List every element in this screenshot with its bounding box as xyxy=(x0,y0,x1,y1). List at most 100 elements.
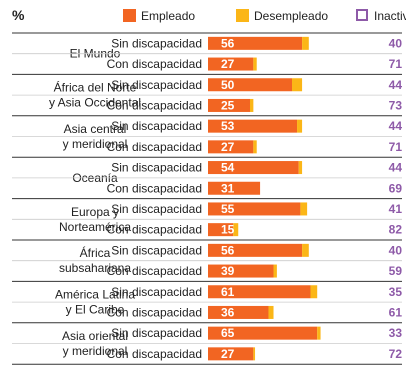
bar-unemployed xyxy=(302,36,309,50)
bar-unemployed xyxy=(302,243,309,257)
condition-label: Con discapacidad xyxy=(107,305,202,319)
inactive-value: 73 xyxy=(389,98,403,112)
inactive-value: 44 xyxy=(389,78,403,92)
employed-value: 36 xyxy=(221,305,235,319)
condition-label: Con discapacidad xyxy=(107,98,202,112)
region-label: y meridional xyxy=(63,137,128,151)
region-label: Asia oriental xyxy=(62,329,128,343)
condition-label: Sin discapacidad xyxy=(111,78,202,92)
condition-label: Con discapacidad xyxy=(107,181,202,195)
legend-label-employed: Empleado xyxy=(141,9,195,23)
condition-label: Con discapacidad xyxy=(107,223,202,237)
employed-value: 55 xyxy=(221,202,235,216)
employed-value: 56 xyxy=(221,36,235,50)
employed-value: 56 xyxy=(221,243,235,257)
employed-value: 27 xyxy=(221,347,235,361)
employed-value: 25 xyxy=(221,98,235,112)
condition-label: Sin discapacidad xyxy=(111,119,202,133)
employed-value: 39 xyxy=(221,264,235,278)
bar-employed xyxy=(208,140,254,154)
region-label: Asia central xyxy=(64,122,127,136)
inactive-value: 35 xyxy=(389,285,403,299)
condition-label: Sin discapacidad xyxy=(111,202,202,216)
bar-employed xyxy=(208,57,254,71)
inactive-value: 71 xyxy=(389,140,403,154)
region-label: América Latina xyxy=(55,288,135,302)
condition-label: Con discapacidad xyxy=(107,264,202,278)
condition-label: Sin discapacidad xyxy=(111,243,202,257)
condition-label: Con discapacidad xyxy=(107,57,202,71)
bar-employed xyxy=(208,223,234,237)
legend-label-inactive: Inactivo xyxy=(374,9,406,23)
bar-employed xyxy=(208,36,303,50)
bar-employed xyxy=(208,243,303,257)
employed-value: 31 xyxy=(221,181,235,195)
condition-label: Con discapacidad xyxy=(107,140,202,154)
employed-value: 65 xyxy=(221,326,235,340)
bar-unemployed xyxy=(298,161,303,175)
inactive-value: 40 xyxy=(389,243,403,257)
employed-value: 15 xyxy=(221,223,235,237)
inactive-value: 41 xyxy=(389,202,403,216)
bar-unemployed xyxy=(273,264,277,278)
bar-employed xyxy=(208,119,298,133)
inactive-value: 71 xyxy=(389,57,403,71)
bar-unemployed xyxy=(268,305,274,319)
legend-swatch-inactive xyxy=(356,9,368,21)
employed-value: 54 xyxy=(221,161,235,175)
region-label: y El Caribe xyxy=(66,303,125,317)
region-label: y Asia Occidental xyxy=(49,96,141,110)
percent-unit-label: % xyxy=(12,7,25,23)
employed-value: 27 xyxy=(221,57,235,71)
region-label: África del Norte xyxy=(54,80,137,95)
inactive-value: 82 xyxy=(389,223,403,237)
inactive-value: 40 xyxy=(389,36,403,50)
bar-unemployed xyxy=(233,223,239,237)
employed-value: 53 xyxy=(221,119,235,133)
bar-unemployed xyxy=(310,285,318,299)
region-label: y meridional xyxy=(63,344,128,358)
legend: Empleado Desempleado Inactivo xyxy=(123,9,406,23)
condition-label: Sin discapacidad xyxy=(111,161,202,175)
bar-unemployed xyxy=(253,57,257,71)
bar-employed xyxy=(208,202,301,216)
bar-employed xyxy=(208,78,292,92)
inactive-value: 59 xyxy=(389,264,403,278)
bar-unemployed xyxy=(300,202,308,216)
condition-label: Sin discapacidad xyxy=(111,285,202,299)
bar-employed xyxy=(208,305,269,319)
inactive-value: 44 xyxy=(389,161,403,175)
bar-employed xyxy=(208,98,250,112)
bar-employed xyxy=(208,181,261,195)
inactive-value: 72 xyxy=(389,347,403,361)
employed-value: 50 xyxy=(221,78,235,92)
bar-unemployed xyxy=(250,98,254,112)
inactive-value: 44 xyxy=(389,119,403,133)
inactive-value: 69 xyxy=(389,181,403,195)
condition-label: Con discapacidad xyxy=(107,347,202,361)
bar-employed xyxy=(208,347,254,361)
bar-employed xyxy=(208,264,274,278)
bar-unemployed xyxy=(253,347,256,361)
region-label: Norteamérica xyxy=(59,220,131,234)
region-label: África xyxy=(80,245,111,260)
legend-swatch-unemployed xyxy=(236,9,249,22)
bar-unemployed xyxy=(317,326,321,340)
legend-swatch-employed xyxy=(123,9,136,22)
employed-value: 61 xyxy=(221,285,235,299)
region-label: subsahariana xyxy=(59,261,131,275)
legend-label-unemployed: Desempleado xyxy=(254,9,328,23)
bar-employed xyxy=(208,326,318,340)
employed-value: 27 xyxy=(221,140,235,154)
bar-unemployed xyxy=(253,140,257,154)
bar-unemployed xyxy=(292,78,303,92)
bar-employed xyxy=(208,161,299,175)
bar-employed xyxy=(208,285,311,299)
condition-label: Sin discapacidad xyxy=(111,326,202,340)
inactive-value: 33 xyxy=(389,326,403,340)
bar-unemployed xyxy=(297,119,303,133)
condition-label: Sin discapacidad xyxy=(111,36,202,50)
inactive-value: 61 xyxy=(389,305,403,319)
